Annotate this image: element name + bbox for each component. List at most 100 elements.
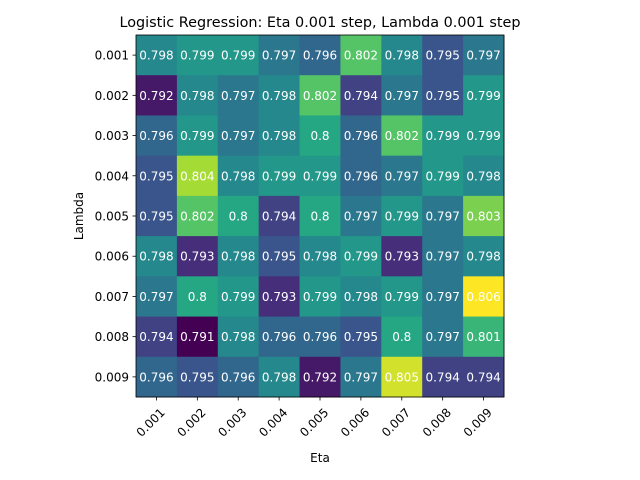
y-axis-label: Lambda xyxy=(72,192,86,240)
heatmap-cell-label: 0.796 xyxy=(344,169,378,183)
heatmap-cell xyxy=(381,155,423,197)
heatmap-cell-label: 0.796 xyxy=(139,370,173,384)
heatmap-cell xyxy=(176,75,219,116)
heatmap-cell xyxy=(217,356,260,398)
heatmap-cell-label: 0.799 xyxy=(466,89,500,103)
heatmap-cell xyxy=(217,35,260,76)
heatmap-cell-label: 0.794 xyxy=(262,210,296,224)
heatmap-cell xyxy=(217,236,260,277)
heatmap-cell xyxy=(136,236,178,277)
heatmap-cell xyxy=(463,276,505,318)
heatmap-cell xyxy=(299,115,341,157)
heatmap-cell xyxy=(463,316,505,358)
heatmap-cell xyxy=(299,316,341,358)
heatmap-cell xyxy=(136,35,178,76)
heatmap-cell xyxy=(176,195,219,237)
heatmap-cell-label: 0.804 xyxy=(180,169,214,183)
heatmap-cell xyxy=(176,316,219,358)
heatmap-cell xyxy=(136,316,178,358)
heatmap-cell-label: 0.8 xyxy=(310,129,329,143)
heatmap-cell-label: 0.799 xyxy=(425,129,459,143)
heatmap-cell-label: 0.797 xyxy=(425,250,459,264)
heatmap-cell xyxy=(299,195,341,237)
heatmap-cell xyxy=(299,75,341,116)
heatmap-cell-label: 0.794 xyxy=(466,370,500,384)
heatmap-cell-label: 0.795 xyxy=(139,210,173,224)
heatmap-cell xyxy=(299,35,341,76)
heatmap-cell-label: 0.802 xyxy=(385,129,419,143)
heatmap-cell-label: 0.797 xyxy=(221,89,255,103)
heatmap-cell-label: 0.793 xyxy=(262,290,296,304)
heatmap-cell-label: 0.802 xyxy=(344,49,378,63)
heatmap-cell xyxy=(422,75,464,116)
heatmap-cell xyxy=(381,236,423,277)
heatmap-cell-label: 0.798 xyxy=(262,370,296,384)
heatmap-cell xyxy=(136,356,178,398)
heatmap-cell xyxy=(258,195,301,237)
heatmap-cell-label: 0.791 xyxy=(180,330,214,344)
y-tick-label: 0.003 xyxy=(95,129,129,143)
x-tick-label: 0.003 xyxy=(215,405,249,439)
heatmap-cell-label: 0.802 xyxy=(180,210,214,224)
heatmap-cell-label: 0.797 xyxy=(221,129,255,143)
heatmap-cell-label: 0.803 xyxy=(466,210,500,224)
y-tick-label: 0.005 xyxy=(95,210,129,224)
heatmap-cell-label: 0.795 xyxy=(180,370,214,384)
heatmap-cell-label: 0.794 xyxy=(344,89,378,103)
heatmap-cell-label: 0.797 xyxy=(344,210,378,224)
heatmap-cell-label: 0.795 xyxy=(425,89,459,103)
heatmap-cell-label: 0.798 xyxy=(221,169,255,183)
heatmap-cell xyxy=(463,155,505,197)
heatmap-cells xyxy=(136,35,505,398)
x-tick-label: 0.004 xyxy=(256,405,290,439)
heatmap-cell-label: 0.8 xyxy=(188,290,207,304)
heatmap-cell-label: 0.799 xyxy=(180,129,214,143)
heatmap-cell xyxy=(463,236,505,277)
heatmap-cell-label: 0.799 xyxy=(385,290,419,304)
heatmap-cell-label: 0.798 xyxy=(344,290,378,304)
heatmap-cell xyxy=(381,75,423,116)
heatmap-cell-label: 0.799 xyxy=(385,210,419,224)
heatmap-cell xyxy=(136,115,178,157)
heatmap-cell xyxy=(176,236,219,277)
heatmap-cell-label: 0.797 xyxy=(262,49,296,63)
heatmap-cell-label: 0.797 xyxy=(385,89,419,103)
heatmap-cell xyxy=(217,195,260,237)
x-tick-label: 0.006 xyxy=(338,405,372,439)
heatmap-cell-label: 0.798 xyxy=(180,89,214,103)
x-tick-label: 0.008 xyxy=(420,405,454,439)
y-tick-label: 0.001 xyxy=(95,49,129,63)
heatmap-cell-label: 0.796 xyxy=(221,370,255,384)
heatmap-cell xyxy=(258,356,301,398)
heatmap-cell xyxy=(422,236,464,277)
heatmap-cell xyxy=(463,75,505,116)
heatmap-cell xyxy=(217,75,260,116)
heatmap-cell-label: 0.795 xyxy=(425,49,459,63)
heatmap-cell-label: 0.799 xyxy=(303,169,337,183)
heatmap-cell-label: 0.799 xyxy=(425,169,459,183)
heatmap-cell xyxy=(463,195,505,237)
y-tick-label: 0.007 xyxy=(95,290,129,304)
heatmap-cell-label: 0.792 xyxy=(139,89,173,103)
heatmap-cell-label: 0.798 xyxy=(221,250,255,264)
heatmap-cell-label: 0.797 xyxy=(385,169,419,183)
heatmap-cell xyxy=(217,155,260,197)
heatmap-cell-label: 0.799 xyxy=(344,250,378,264)
heatmap-cell-label: 0.798 xyxy=(385,49,419,63)
heatmap-cell-label: 0.798 xyxy=(221,330,255,344)
heatmap-cell-label: 0.796 xyxy=(262,330,296,344)
heatmap-cell-label: 0.797 xyxy=(425,290,459,304)
heatmap-cell xyxy=(340,195,382,237)
heatmap-cell-label: 0.794 xyxy=(139,330,173,344)
heatmap-cell xyxy=(258,75,301,116)
heatmap-cell-label: 0.796 xyxy=(139,129,173,143)
y-tick-label: 0.002 xyxy=(95,89,129,103)
heatmap-cell-labels: 0.798 0.799 0.799 0.797 0.796 0.802 0.798 0.795… xyxy=(139,49,500,385)
heatmap-cell-label: 0.797 xyxy=(425,210,459,224)
heatmap-cell xyxy=(340,356,382,398)
x-axis-ticks: 0.001 0.002 0.003 0.004 0.005 0.006 0.007 0.008… xyxy=(134,397,495,440)
heatmap-cell-label: 0.797 xyxy=(139,290,173,304)
heatmap-cell xyxy=(381,316,423,358)
y-axis-ticks: 0.001 0.002 0.003 0.004 0.005 0.006 0.007 0.008… xyxy=(95,49,136,384)
heatmap-cell-label: 0.793 xyxy=(180,250,214,264)
